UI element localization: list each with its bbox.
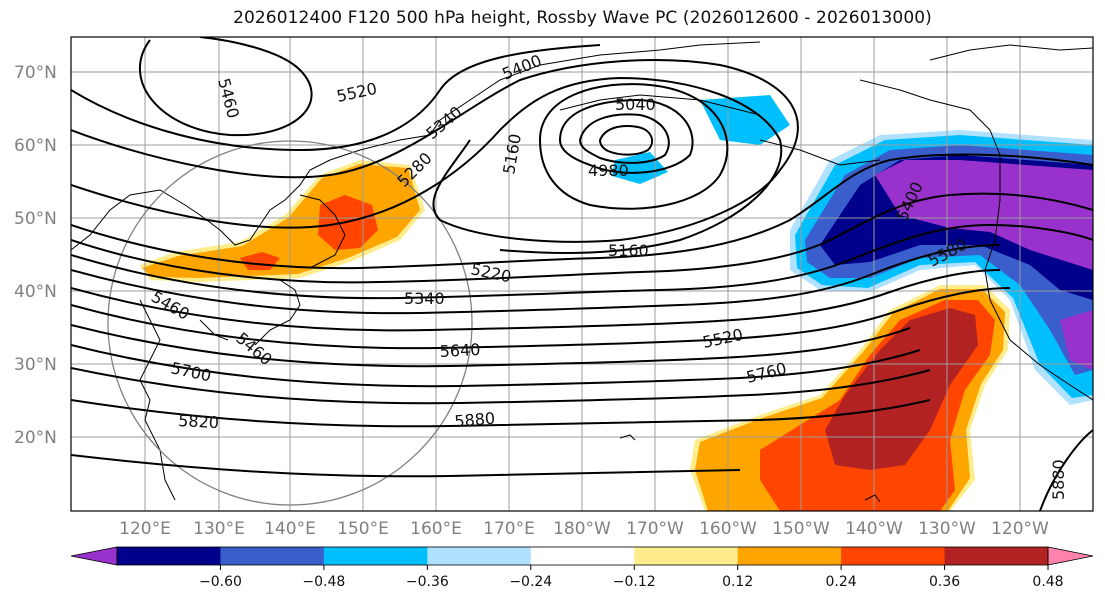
lat-label: 30°N [14,355,57,375]
colorbar-swatch [944,547,1049,565]
colorbar-swatch [530,547,635,565]
lat-label: 50°N [14,209,57,229]
colorbar: −0.60 −0.48 −0.36 −0.24 −0.12 0.12 0.24 0.36 0.4… [70,546,1094,590]
colorbar-tick-label: 0.12 [722,574,753,590]
lon-label: 130°E [193,519,245,539]
contour-label: 5640 [439,340,481,361]
lon-label: 170°E [483,519,535,539]
colorbar-swatch [737,547,842,565]
map-content: 5460 5520 5400 5340 5280 5160 5040 4980 … [71,37,1093,511]
contour-label: 4980 [588,161,629,180]
colorbar-tick-label: 0.36 [929,574,960,590]
longitude-labels: 120°E 130°E 140°E 150°E 160°E 170°E 180°… [119,519,1049,539]
colorbar-swatch [220,547,325,565]
lon-label: 140°W [845,519,903,539]
colorbar-tick-label: −0.48 [302,574,345,590]
colorbar-tick-label: −0.24 [509,574,552,590]
lon-label: 120°E [119,519,171,539]
lon-label: 170°W [626,519,684,539]
contour-label: 5340 [404,289,445,308]
lat-label: 20°N [14,428,57,448]
negative-anomaly-region [612,95,1093,405]
colorbar-swatch [634,547,739,565]
lon-label: 160°W [699,519,757,539]
lat-label: 60°N [14,136,57,156]
lon-label: 140°E [264,519,316,539]
contour-label: 5880 [454,409,496,431]
lon-label: 130°W [918,519,976,539]
map-frame [70,36,1094,512]
contour-label: 5820 [178,411,220,432]
positive-anomaly-region-east [690,285,1010,511]
colorbar-extend-high [1047,546,1094,566]
colorbar-frame [116,546,1049,566]
contour-label: 5160 [608,241,649,260]
lat-label: 70°N [14,63,57,83]
lon-label: 120°W [991,519,1049,539]
height-contours [71,37,1093,511]
colorbar-swatch [427,547,532,565]
highlight-circle [107,140,473,506]
lat-label: 40°N [14,282,57,302]
map-title: 2026012400 F120 500 hPa height, Rossby W… [233,8,932,28]
colorbar-swatch [323,547,428,565]
lon-label: 180°W [553,519,611,539]
colorbar-tick-label: 0.48 [1032,574,1063,590]
lon-label: 150°E [337,519,389,539]
contour-label: 5040 [615,95,656,114]
lon-label: 150°W [772,519,830,539]
colorbar-tick-label: −0.12 [613,574,656,590]
lon-label: 160°E [410,519,462,539]
colorbar-tick-label: −0.60 [199,574,242,590]
latitude-labels: 70°N 60°N 50°N 40°N 30°N 20°N [14,63,57,448]
contour-label: 5880 [1049,459,1068,500]
colorbar-swatch [117,547,221,565]
colorbar-swatch [841,547,946,565]
colorbar-tick-label: −0.36 [406,574,449,590]
colorbar-tick-label: 0.24 [826,574,857,590]
colorbar-extend-low [70,546,118,566]
